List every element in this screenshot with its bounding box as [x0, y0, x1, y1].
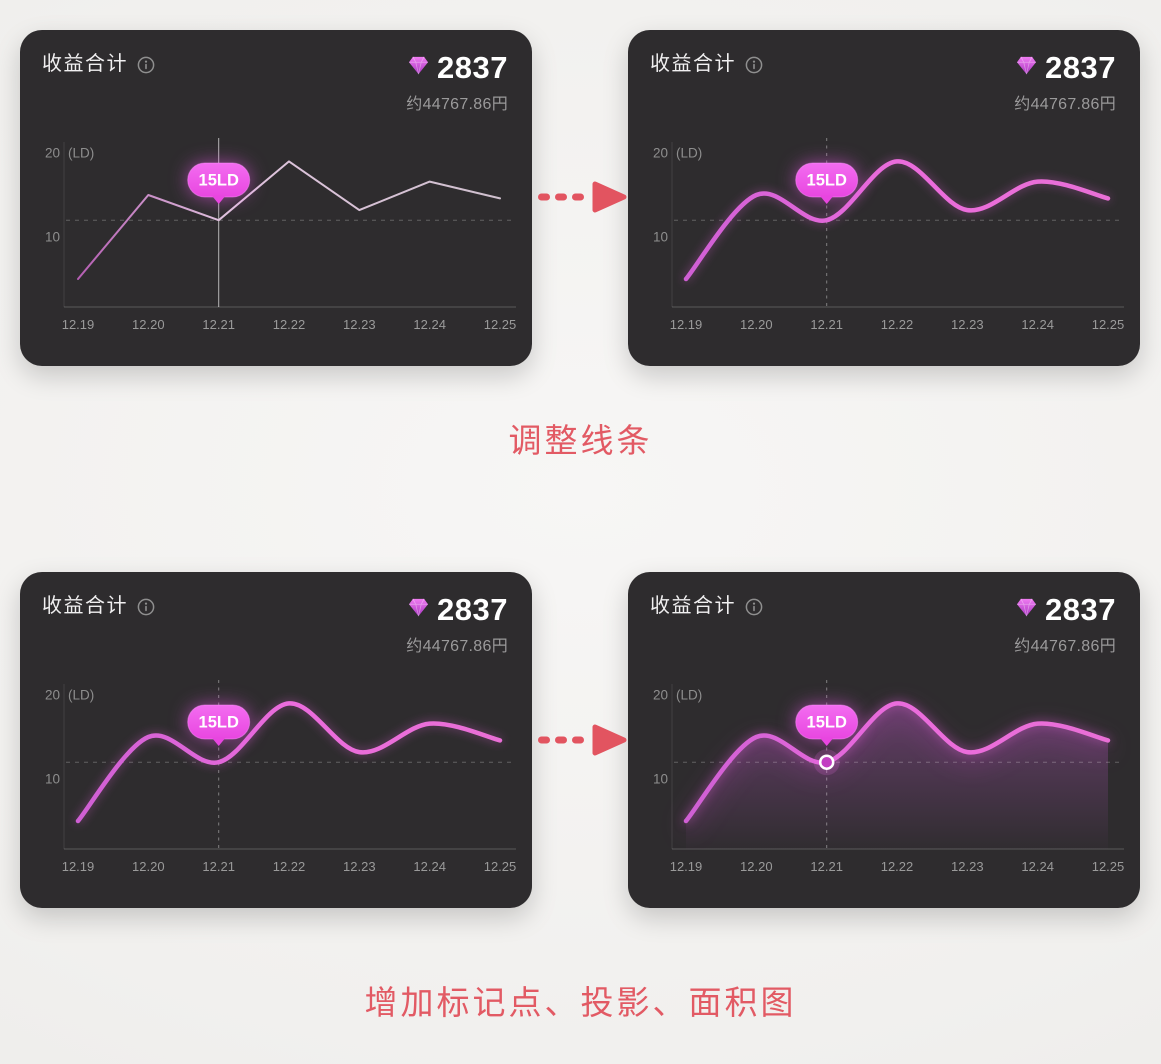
tooltip-label: 15LD — [199, 172, 239, 190]
x-tick-label: 12.19 — [670, 317, 703, 332]
x-tick-label: 12.24 — [413, 317, 446, 332]
y-tick-label: 10 — [45, 772, 60, 787]
x-tick-label: 12.24 — [1021, 859, 1054, 874]
x-tick-label: 12.23 — [951, 859, 984, 874]
x-tick-label: 12.20 — [132, 859, 165, 874]
revenue-card-bottom-right: 收益合计 2837 约44767.86円 20 (LD) 10 12.19 12.20 12.2… — [628, 572, 1140, 908]
tooltip-label: 15LD — [807, 172, 847, 190]
x-tick-label: 12.19 — [62, 859, 95, 874]
series-line — [77, 160, 501, 280]
card-header: 收益合计 2837 约44767.86円 — [20, 30, 532, 114]
y-tick-label: 20 — [653, 688, 668, 703]
info-icon[interactable] — [137, 56, 155, 74]
x-tick-label: 12.25 — [484, 859, 517, 874]
x-tick-label: 12.25 — [1092, 859, 1125, 874]
tooltip-bubble[interactable]: 15LD — [187, 162, 251, 204]
gem-icon — [408, 56, 429, 80]
series-line — [683, 701, 1111, 824]
tooltip-bubble[interactable]: 15LD — [795, 704, 859, 746]
x-tick-label: 12.25 — [484, 317, 517, 332]
y-tick-label: 10 — [653, 772, 668, 787]
info-icon[interactable] — [137, 598, 155, 616]
marker-point[interactable] — [818, 754, 835, 770]
arrow-right-icon — [538, 181, 627, 213]
x-tick-label: 12.22 — [881, 859, 914, 874]
tooltip-bubble[interactable]: 15LD — [795, 162, 859, 204]
arrow-right-icon — [538, 724, 627, 756]
x-tick-label: 12.21 — [202, 317, 235, 332]
series-line — [683, 159, 1111, 282]
y-tick-label: 20 — [653, 146, 668, 161]
card-title: 收益合计 — [650, 595, 736, 617]
x-tick-label: 12.19 — [670, 859, 703, 874]
line-chart-canvas[interactable]: 20 (LD) 10 12.19 12.20 12.21 12.22 12.23 12.24 12… — [20, 670, 532, 880]
y-tick-label: 20 — [45, 146, 60, 161]
card-header: 收益合计 2837 约44767.86円 — [628, 30, 1140, 114]
y-axis-unit-label: (LD) — [68, 146, 94, 161]
card-title: 收益合计 — [650, 53, 736, 75]
gem-value: 2837 — [437, 592, 508, 627]
card-header: 收益合计 2837 约44767.86円 — [20, 572, 532, 656]
tooltip-label: 15LD — [199, 714, 239, 732]
caption-add-marker-shadow-area: 增加标记点、投影、面积图 — [364, 984, 797, 1021]
x-tick-label: 12.22 — [273, 859, 306, 874]
x-tick-label: 12.23 — [343, 859, 376, 874]
x-tick-label: 12.25 — [1092, 317, 1125, 332]
approx-converted-value: 约44767.86円 — [1014, 638, 1116, 655]
caption-adjust-lines: 调整线条 — [508, 422, 653, 459]
series-line — [75, 701, 503, 824]
revenue-card-top-left: 收益合计 2837 约44767.86円 20 (LD) 10 12.19 12.20 12.2… — [20, 30, 532, 366]
y-tick-label: 20 — [45, 688, 60, 703]
x-tick-label: 12.21 — [810, 317, 843, 332]
revenue-card-bottom-left: 收益合计 2837 约44767.86円 20 (LD) 10 12.19 12.20 12.2… — [20, 572, 532, 908]
tooltip-label: 15LD — [807, 714, 847, 732]
x-tick-label: 12.24 — [413, 859, 446, 874]
x-tick-label: 12.22 — [273, 317, 306, 332]
revenue-card-top-right: 收益合计 2837 约44767.86円 20 (LD) 10 12.19 12.20 12.2… — [628, 30, 1140, 366]
line-chart-canvas[interactable]: 20 (LD) 10 12.19 12.20 12.21 12.22 12.23 12.24 12… — [628, 670, 1140, 880]
x-tick-label: 12.20 — [132, 317, 165, 332]
info-icon[interactable] — [745, 598, 763, 616]
x-tick-label: 12.22 — [881, 317, 914, 332]
info-icon[interactable] — [745, 56, 763, 74]
x-tick-label: 12.23 — [343, 317, 376, 332]
x-tick-label: 12.23 — [951, 317, 984, 332]
y-axis-unit-label: (LD) — [676, 146, 702, 161]
y-tick-label: 10 — [653, 230, 668, 245]
line-chart-canvas[interactable]: 20 (LD) 10 12.19 12.20 12.21 12.22 12.23 12.24 12… — [20, 128, 532, 338]
tooltip-bubble[interactable]: 15LD — [187, 704, 251, 746]
y-axis-unit-label: (LD) — [68, 688, 94, 703]
card-header: 收益合计 2837 约44767.86円 — [628, 572, 1140, 656]
x-tick-label: 12.21 — [810, 859, 843, 874]
y-tick-label: 10 — [45, 230, 60, 245]
card-title: 收益合计 — [42, 595, 128, 617]
approx-converted-value: 约44767.86円 — [1014, 96, 1116, 113]
x-tick-label: 12.19 — [62, 317, 95, 332]
x-tick-label: 12.24 — [1021, 317, 1054, 332]
series-area-fill — [686, 703, 1108, 849]
gem-icon — [408, 598, 429, 622]
gem-icon — [1016, 56, 1037, 80]
gem-value: 2837 — [437, 50, 508, 85]
card-title: 收益合计 — [42, 53, 128, 75]
y-axis-unit-label: (LD) — [676, 688, 702, 703]
x-tick-label: 12.20 — [740, 859, 773, 874]
approx-converted-value: 约44767.86円 — [406, 638, 508, 655]
approx-converted-value: 约44767.86円 — [406, 96, 508, 113]
gem-value: 2837 — [1045, 50, 1116, 85]
gem-icon — [1016, 598, 1037, 622]
line-chart-canvas[interactable]: 20 (LD) 10 12.19 12.20 12.21 12.22 12.23 12.24 12… — [628, 128, 1140, 338]
gem-value: 2837 — [1045, 592, 1116, 627]
x-tick-label: 12.21 — [202, 859, 235, 874]
x-tick-label: 12.20 — [740, 317, 773, 332]
